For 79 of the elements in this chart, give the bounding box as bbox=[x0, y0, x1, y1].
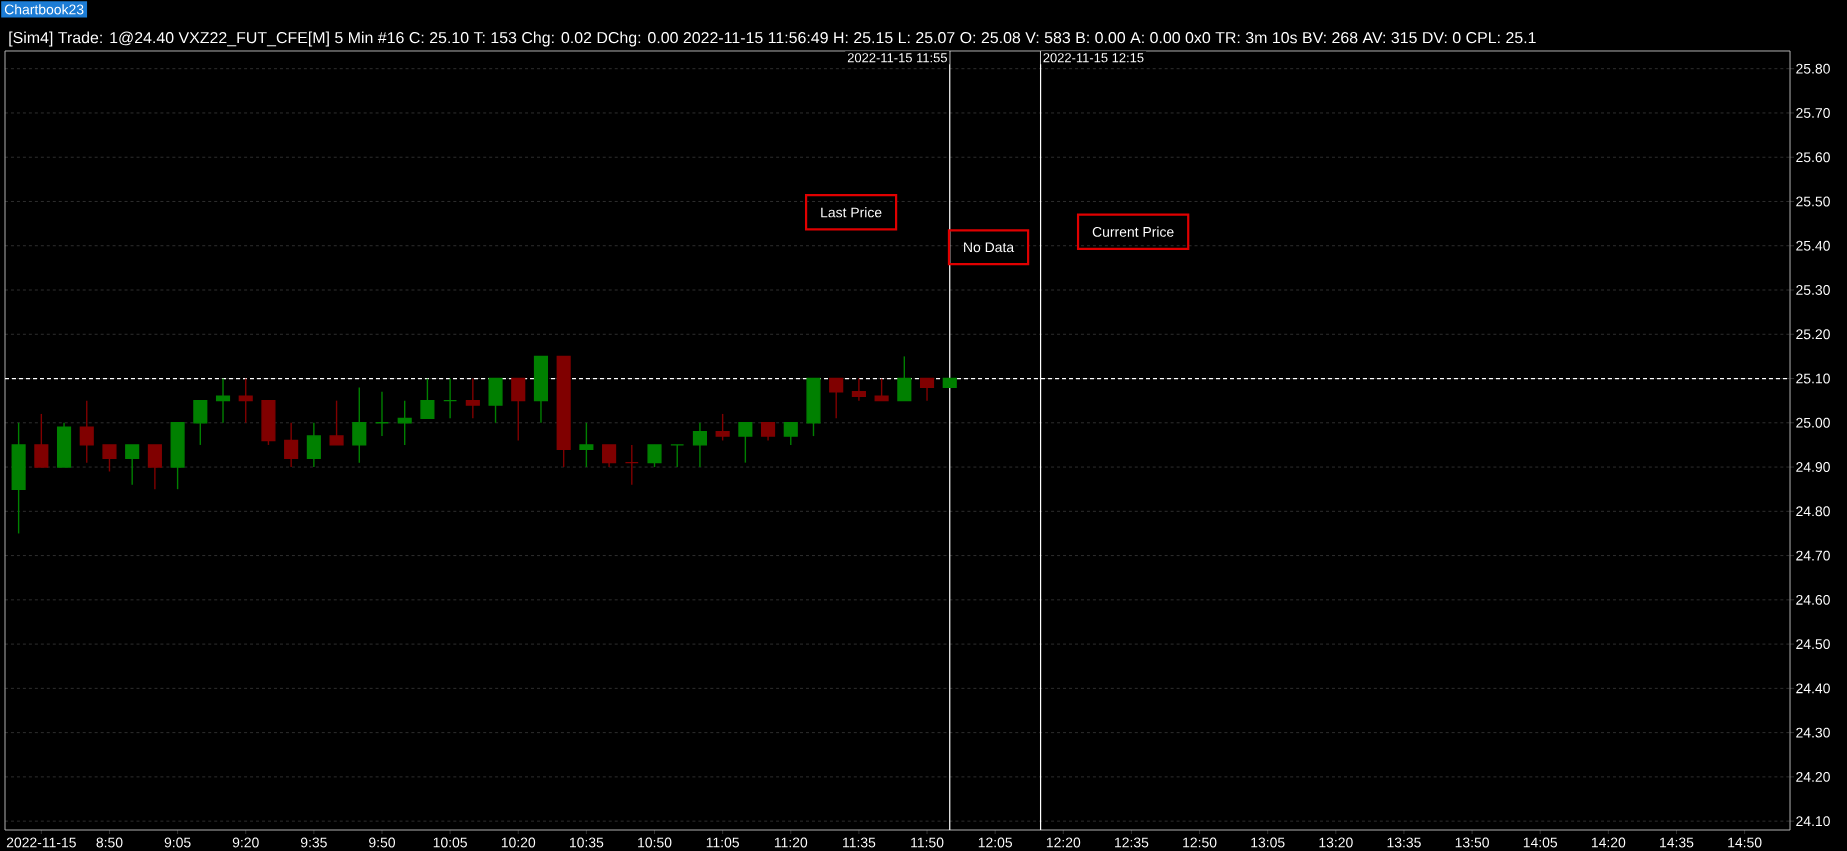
y-tick-label: 25.00 bbox=[1796, 417, 1830, 428]
x-tick-label: 13:50 bbox=[1455, 837, 1489, 848]
x-tick-label: 12:35 bbox=[1115, 837, 1149, 848]
candlestick bbox=[420, 377, 435, 420]
x-tick-label: 9:05 bbox=[164, 837, 191, 848]
x-tick-label: 13:05 bbox=[1251, 837, 1285, 848]
candlestick bbox=[443, 377, 458, 420]
candlestick bbox=[147, 444, 162, 490]
x-tick-label: 11:20 bbox=[774, 837, 808, 848]
candlestick bbox=[624, 444, 639, 486]
x-tick-label: 10:50 bbox=[638, 837, 672, 848]
y-tick-label: 25.30 bbox=[1796, 285, 1830, 295]
y-tick-label: 24.50 bbox=[1796, 639, 1830, 650]
x-tick-label: 13:35 bbox=[1387, 837, 1421, 848]
y-tick-label: 24.40 bbox=[1796, 683, 1830, 694]
x-tick-label: 14:50 bbox=[1728, 837, 1762, 848]
candlestick bbox=[897, 355, 912, 402]
y-tick-label: 24.10 bbox=[1796, 816, 1830, 827]
x-tick-label: 8:50 bbox=[96, 837, 123, 848]
x-tick-label: 12:05 bbox=[978, 837, 1013, 848]
candlestick bbox=[851, 377, 866, 402]
y-tick-label: 25.80 bbox=[1796, 63, 1830, 74]
candlestick bbox=[670, 444, 685, 468]
y-tick-label: 24.20 bbox=[1796, 771, 1830, 782]
candlestick bbox=[465, 377, 480, 420]
candlestick bbox=[647, 444, 662, 468]
x-tick-label: 12:20 bbox=[1046, 837, 1081, 848]
candlestick bbox=[193, 399, 208, 446]
x-tick-label: 14:35 bbox=[1660, 837, 1694, 848]
candlestick bbox=[306, 422, 321, 468]
candlestick bbox=[284, 422, 299, 468]
candlestick bbox=[919, 377, 935, 402]
chart-subtitle: [Sim4] Trade: 1@24.40 VXZ22_FUT_CFE[M] 5 Min #16 C: 25.10 T: 153 Chg: 0.02 DChg: 0.00 2022-11-15 11:56:49 H: 25.15 L: 25.07 O: 25.08 V: 583 B: 0.00 A: 0.00 0x0 TR: 3m 10s BV: 268 AV: 315 DV: 0 CPL: 25.1 bbox=[9, 31, 1536, 47]
x-tick-label: 10:35 bbox=[569, 837, 604, 848]
candlestick bbox=[579, 422, 594, 468]
x-tick-label: 9:20 bbox=[232, 837, 259, 848]
candlestick bbox=[34, 413, 49, 468]
x-tick-label: 11:50 bbox=[911, 837, 944, 848]
x-tick-label: 12:50 bbox=[1183, 837, 1217, 848]
x-tick-label: 9:35 bbox=[300, 837, 327, 848]
y-tick-label: 24.80 bbox=[1796, 506, 1830, 517]
y-tick-label: 25.70 bbox=[1796, 108, 1830, 118]
y-tick-label: 25.10 bbox=[1796, 373, 1830, 384]
chart-title: Chartbook23 bbox=[4, 4, 84, 15]
annotation: Last Price bbox=[821, 207, 882, 218]
x-tick-label: 2022-11-15 bbox=[6, 837, 76, 848]
y-tick-label: 24.60 bbox=[1796, 594, 1830, 605]
x-tick-label: 10:05 bbox=[433, 837, 467, 848]
x-tick-label: 14:20 bbox=[1591, 837, 1626, 848]
ref-line-label: 2022-11-15 12:15 bbox=[1043, 53, 1144, 63]
y-tick-label: 24.30 bbox=[1796, 727, 1830, 738]
x-tick-label: 13:20 bbox=[1319, 837, 1353, 848]
candlestick bbox=[715, 413, 730, 442]
candlestick bbox=[102, 444, 117, 473]
candlestick bbox=[352, 386, 367, 464]
y-tick-label: 25.50 bbox=[1796, 196, 1830, 207]
y-tick-label: 24.90 bbox=[1796, 462, 1830, 472]
y-tick-label: 25.20 bbox=[1796, 329, 1830, 340]
candlestick bbox=[783, 422, 798, 446]
x-tick-label: 14:05 bbox=[1523, 837, 1558, 848]
candlestick bbox=[738, 422, 753, 464]
candlestick bbox=[374, 391, 390, 437]
y-tick-label: 25.40 bbox=[1796, 240, 1830, 251]
annotation: No Data bbox=[964, 242, 1015, 253]
candlestick bbox=[125, 444, 140, 486]
x-tick-label: 11:05 bbox=[706, 837, 739, 848]
candlestick bbox=[829, 377, 844, 420]
candlestick bbox=[692, 422, 707, 468]
candlestick bbox=[602, 444, 617, 468]
y-tick-label: 25.60 bbox=[1796, 152, 1830, 163]
candlestick bbox=[511, 377, 526, 442]
candlestick bbox=[79, 399, 94, 464]
candlestick bbox=[329, 399, 344, 446]
annotation: Current Price bbox=[1092, 226, 1174, 237]
x-tick-label: 10:20 bbox=[501, 837, 536, 848]
x-tick-label: 9:50 bbox=[369, 837, 396, 848]
ref-line-label: 2022-11-15 11:55 bbox=[847, 53, 947, 63]
x-tick-label: 11:35 bbox=[843, 837, 876, 848]
y-tick-label: 24.70 bbox=[1796, 550, 1830, 561]
